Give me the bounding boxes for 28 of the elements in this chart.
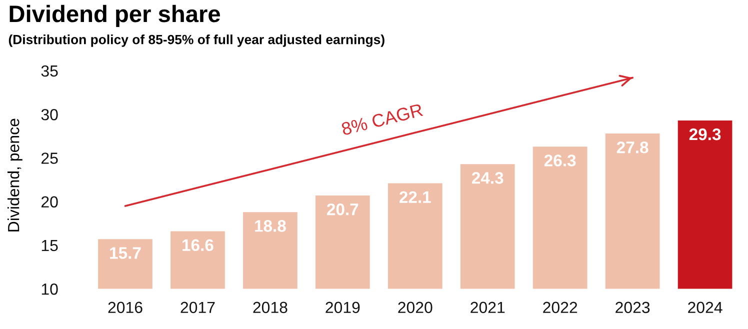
x-tick-label: 2016	[108, 302, 142, 314]
x-tick-label: 2022	[543, 302, 578, 314]
data-label: 26.3	[544, 154, 576, 166]
x-tick-label: 2020	[398, 302, 432, 314]
data-label: 29.3	[689, 128, 721, 140]
x-tick-label: 2024	[688, 302, 722, 314]
y-tick-label: 35	[41, 65, 58, 77]
data-label: 22.1	[400, 191, 431, 203]
y-tick-label: 20	[41, 196, 58, 208]
data-label: 18.8	[255, 220, 286, 232]
data-label: 27.8	[616, 142, 648, 154]
y-tick-label: 25	[41, 152, 58, 164]
y-tick-label: 15	[42, 240, 58, 252]
data-label: 20.7	[327, 203, 358, 216]
chart-title: Dividend per share	[10, 4, 220, 27]
x-tick-label: 2023	[616, 302, 650, 314]
y-tick-label: 30	[41, 108, 58, 120]
x-tick-label: 2021	[470, 302, 505, 314]
x-tick-label: 2018	[253, 302, 288, 314]
y-axis-title: Dividend, pence	[8, 118, 22, 232]
chart-subtitle: (Distribution policy of 85-95% of full year adjusted earnings)	[8, 34, 384, 47]
x-tick-label: 2019	[326, 302, 360, 314]
data-label: 24.3	[472, 172, 504, 184]
y-tick-label: 10	[42, 283, 58, 295]
annotation: 8% CAGR	[340, 103, 424, 136]
data-label: 16.6	[182, 239, 214, 252]
x-tick-label: 2017	[180, 302, 215, 314]
data-label: 15.7	[110, 247, 141, 259]
